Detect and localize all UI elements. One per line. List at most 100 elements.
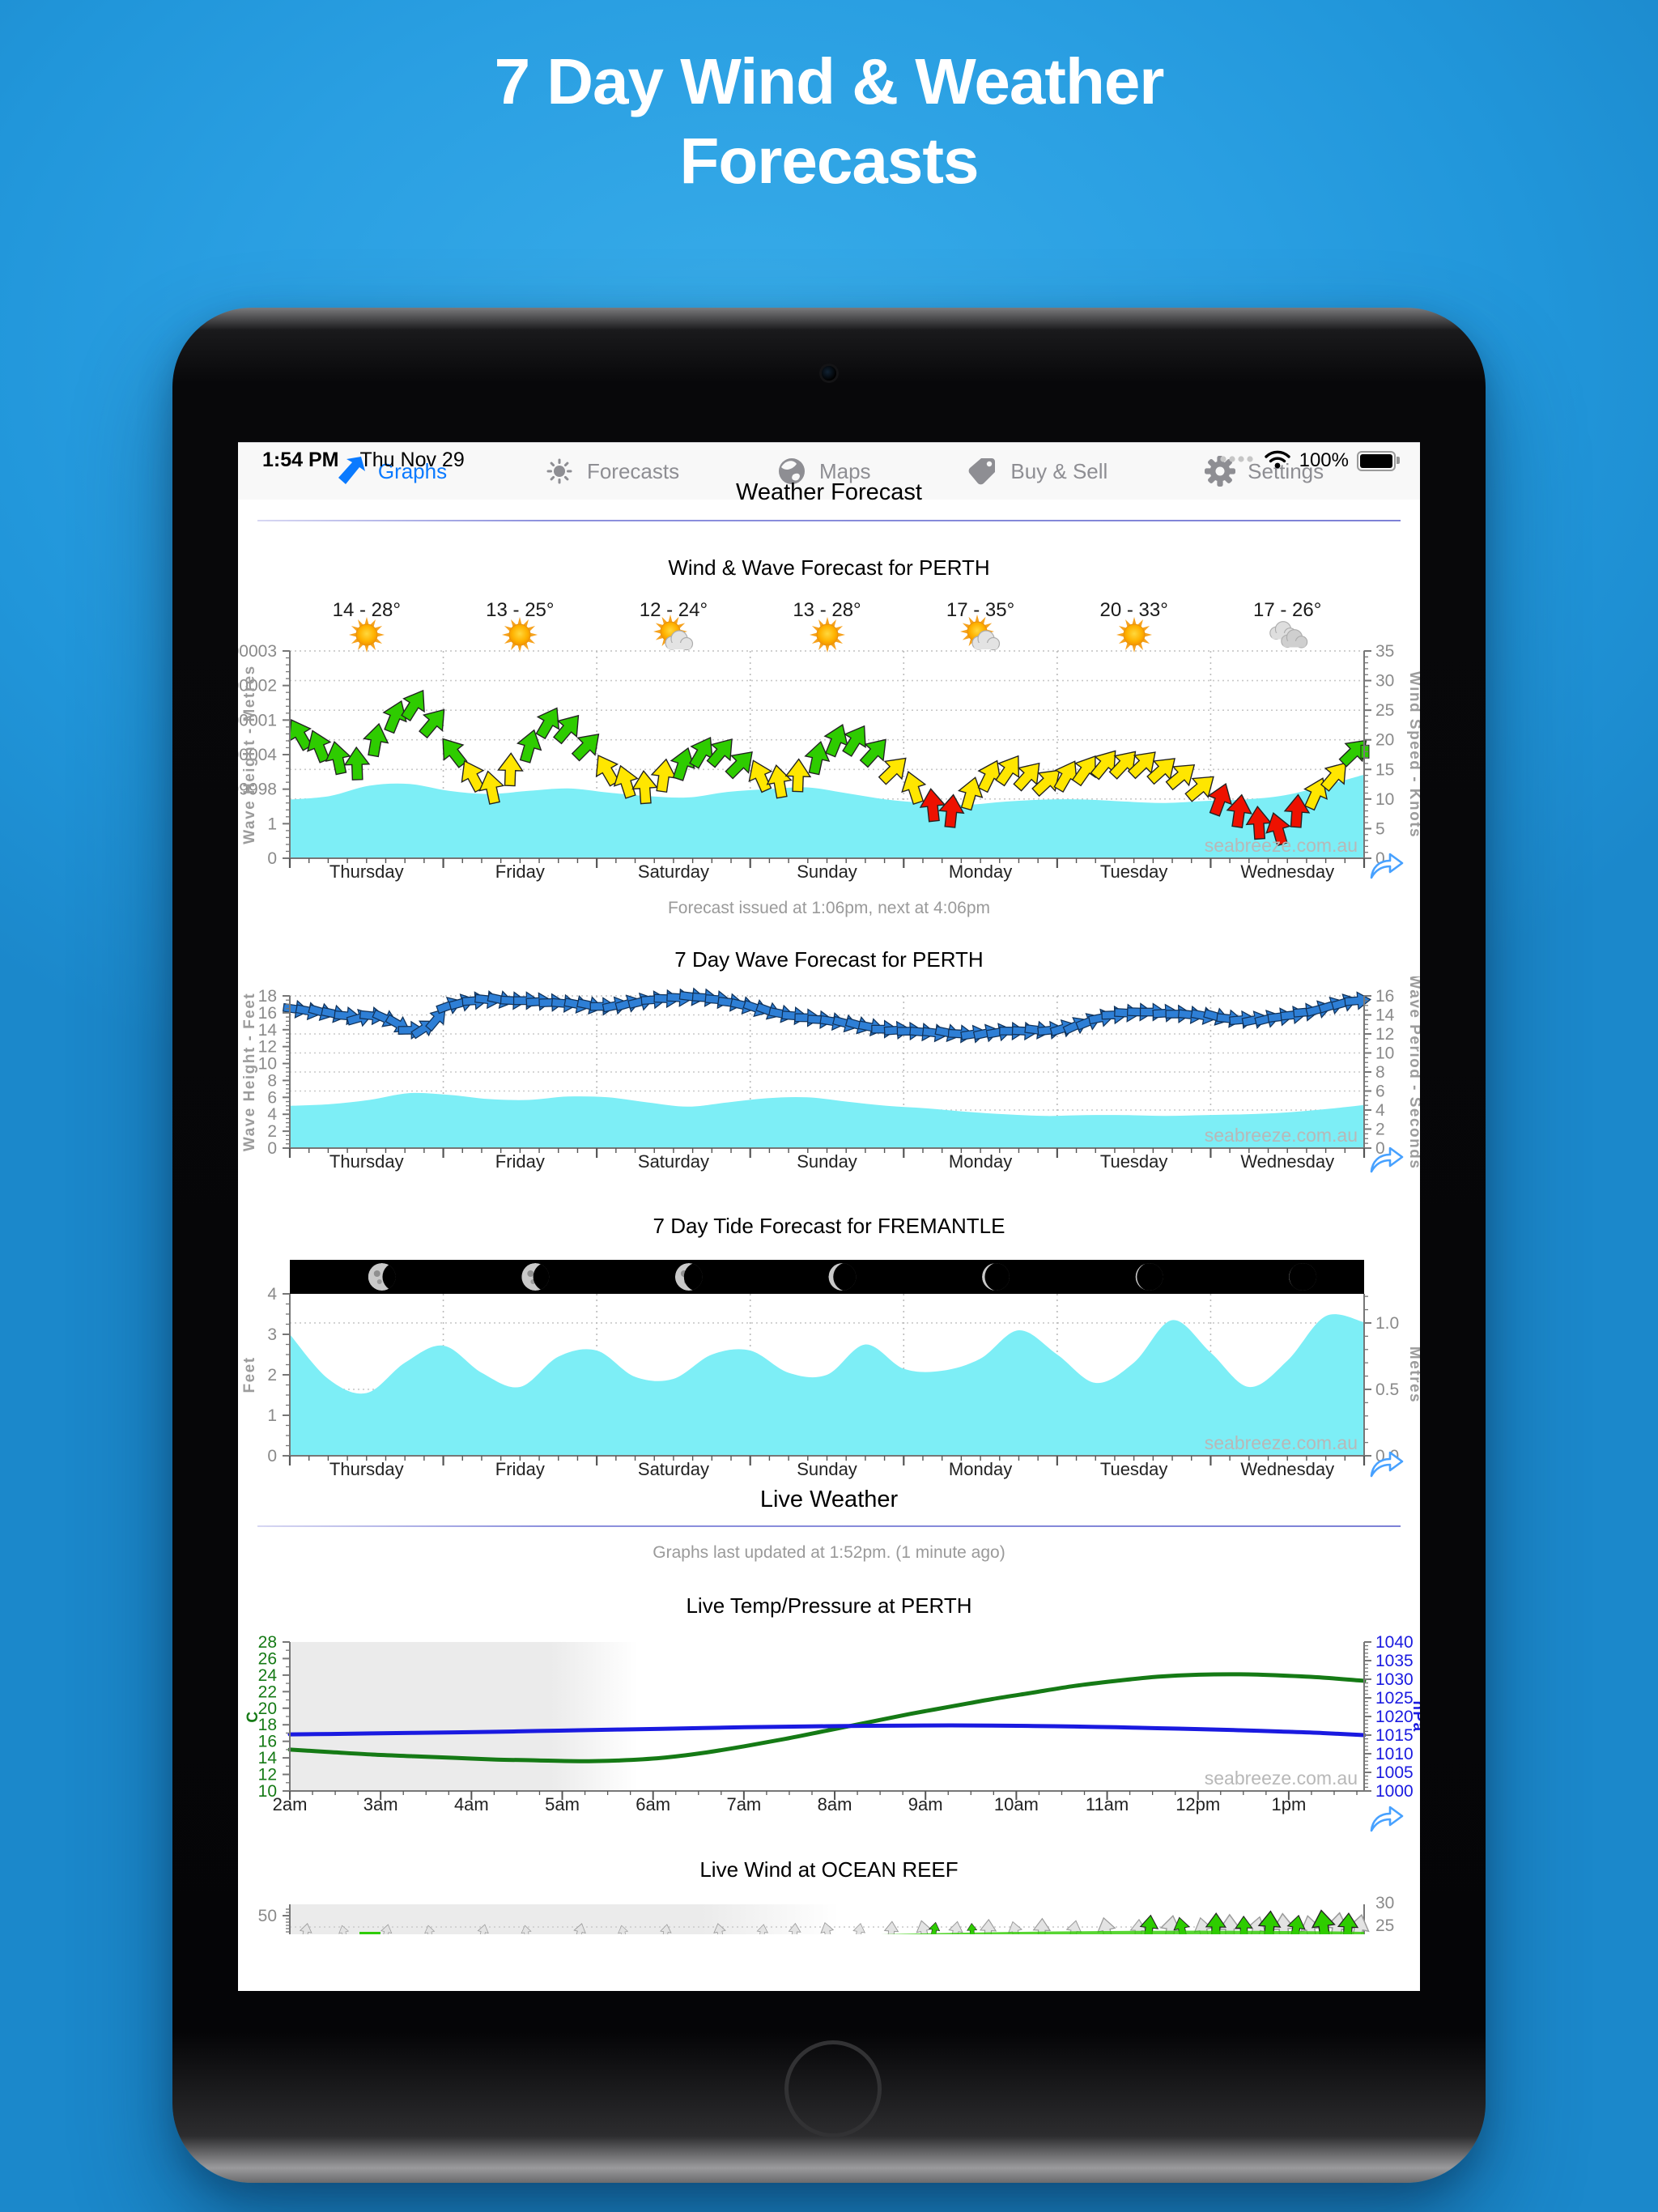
svg-text:35: 35 [1375,644,1394,661]
svg-text:4: 4 [1375,1101,1385,1120]
home-button[interactable] [784,2040,882,2138]
svg-text:2am: 2am [273,1794,308,1814]
tab-label: Graphs [377,458,448,483]
day-weather-icons-row [238,610,1420,657]
share-chart-button[interactable] [1368,1449,1405,1483]
svg-text:11am: 11am [1086,1794,1129,1814]
cellular-signal-icon [1218,453,1256,469]
svg-text:6am: 6am [636,1794,670,1814]
chart2-title: 7 Day Wave Forecast for PERTH [674,947,984,972]
tab-graphs[interactable]: Graphs [334,455,447,487]
svg-text:14: 14 [1375,1006,1395,1025]
svg-text:1: 1 [267,815,277,833]
page-title-line2: Forecasts [679,125,980,197]
svg-text:2: 2 [1375,1121,1385,1139]
svg-text:15: 15 [1375,760,1394,779]
svg-text:Wave Period - Seconds: Wave Period - Seconds [1406,976,1420,1169]
svg-text:14: 14 [258,1021,278,1040]
svg-text:1040: 1040 [1375,1633,1414,1652]
svg-text:16: 16 [258,1733,277,1751]
svg-text:4.000000000000001: 4.000000000000001 [238,711,277,730]
svg-text:1005: 1005 [1375,1763,1414,1782]
svg-text:1030: 1030 [1375,1670,1414,1689]
svg-text:0: 0 [1375,1139,1385,1158]
svg-text:10: 10 [258,1055,277,1074]
svg-text:5.000000000000002: 5.000000000000002 [238,677,277,696]
svg-text:1020: 1020 [1375,1708,1414,1726]
svg-text:16: 16 [258,1004,277,1023]
day-temp-range: 17 - 26° [1253,599,1322,621]
svg-text:10am: 10am [994,1794,1039,1814]
share-chart-button[interactable] [1368,851,1405,885]
graphs-arrow-icon [338,457,365,484]
svg-text:18: 18 [258,987,277,1006]
tab-buy-sell[interactable]: Buy & Sell [967,455,1107,487]
chart1-title: Wind & Wave Forecast for PERTH [668,555,990,580]
wifi-icon [1264,449,1291,473]
share-arrow-icon [1370,1451,1404,1478]
page-title: 7 Day Wind & Weather Forecasts [0,42,1658,201]
svg-text:seabreeze.com.au: seabreeze.com.au [1205,1432,1358,1453]
svg-text:18: 18 [258,1716,277,1734]
svg-text:seabreeze.com.au: seabreeze.com.au [1205,1767,1358,1789]
svg-text:12: 12 [1375,1025,1394,1044]
svg-text:3am: 3am [363,1794,398,1814]
tag-icon [968,458,996,485]
share-chart-button[interactable] [1368,1145,1405,1179]
svg-text:0: 0 [267,1447,277,1465]
svg-text:16: 16 [1375,987,1394,1006]
day-temp-range: 17 - 35° [946,599,1015,621]
svg-text:5: 5 [1375,819,1385,838]
svg-text:3: 3 [267,1325,277,1344]
share-arrow-icon [1370,1806,1404,1832]
tab-label: Forecasts [586,458,680,483]
share-arrow-icon [1370,853,1404,879]
svg-text:Thursday: Thursday [329,1459,404,1479]
tab-forecasts[interactable]: Forecasts [543,455,679,487]
tab-maps[interactable]: Maps [776,455,871,487]
svg-text:Friday: Friday [495,1151,545,1172]
svg-text:12: 12 [258,1766,277,1784]
chart5-title: Live Wind at OCEAN REEF [699,1857,959,1882]
svg-text:Saturday: Saturday [638,861,709,882]
status-time: 1:54 PM [262,449,339,471]
svg-text:Monday: Monday [949,861,1012,882]
svg-text:8: 8 [267,1071,277,1090]
svg-text:8am: 8am [818,1794,852,1814]
svg-text:Thursday: Thursday [329,1151,404,1172]
cloudy-icon [1269,621,1308,649]
svg-text:1pm: 1pm [1271,1794,1306,1814]
svg-text:1025: 1025 [1375,1689,1414,1708]
sunny-icon [502,617,538,653]
svg-text:Wind Speed - Knots: Wind Speed - Knots [1406,671,1420,838]
share-chart-button[interactable] [1368,1804,1405,1838]
svg-text:1: 1 [267,1406,277,1425]
status-bar-right: 100% [1218,449,1400,473]
sunny-icon [348,617,385,653]
forecast-issued-note: Forecast issued at 1:06pm, next at 4:06p… [667,899,991,917]
svg-text:Metres: Metres [1406,1346,1420,1403]
svg-text:4: 4 [267,1285,277,1304]
svg-text:20: 20 [1375,731,1394,750]
front-camera [822,366,836,381]
svg-text:Friday: Friday [495,861,545,882]
svg-text:0.5: 0.5 [1375,1380,1399,1399]
svg-text:Monday: Monday [949,1459,1012,1479]
svg-text:2: 2 [267,1366,277,1385]
svg-text:1035: 1035 [1375,1652,1414,1670]
svg-text:12: 12 [258,1038,277,1057]
svg-text:3.0000000000000004: 3.0000000000000004 [238,746,277,764]
sunny-icon [1116,617,1152,653]
live-weather-title: Live Weather [759,1487,899,1512]
svg-text:seabreeze.com.au: seabreeze.com.au [1205,835,1358,856]
nav-title: Weather Forecast [736,479,922,505]
svg-text:Tuesday: Tuesday [1100,1151,1168,1172]
battery-percent: 100% [1299,449,1349,471]
svg-text:22: 22 [258,1682,277,1701]
svg-text:Wave Height - Metres: Wave Height - Metres [241,665,258,844]
svg-text:4: 4 [267,1105,277,1124]
svg-text:Tuesday: Tuesday [1100,1459,1168,1479]
status-bar-left: 1:54 PM Thu Nov 29 [262,449,465,472]
svg-text:5am: 5am [545,1794,580,1814]
svg-text:4am: 4am [454,1794,489,1814]
